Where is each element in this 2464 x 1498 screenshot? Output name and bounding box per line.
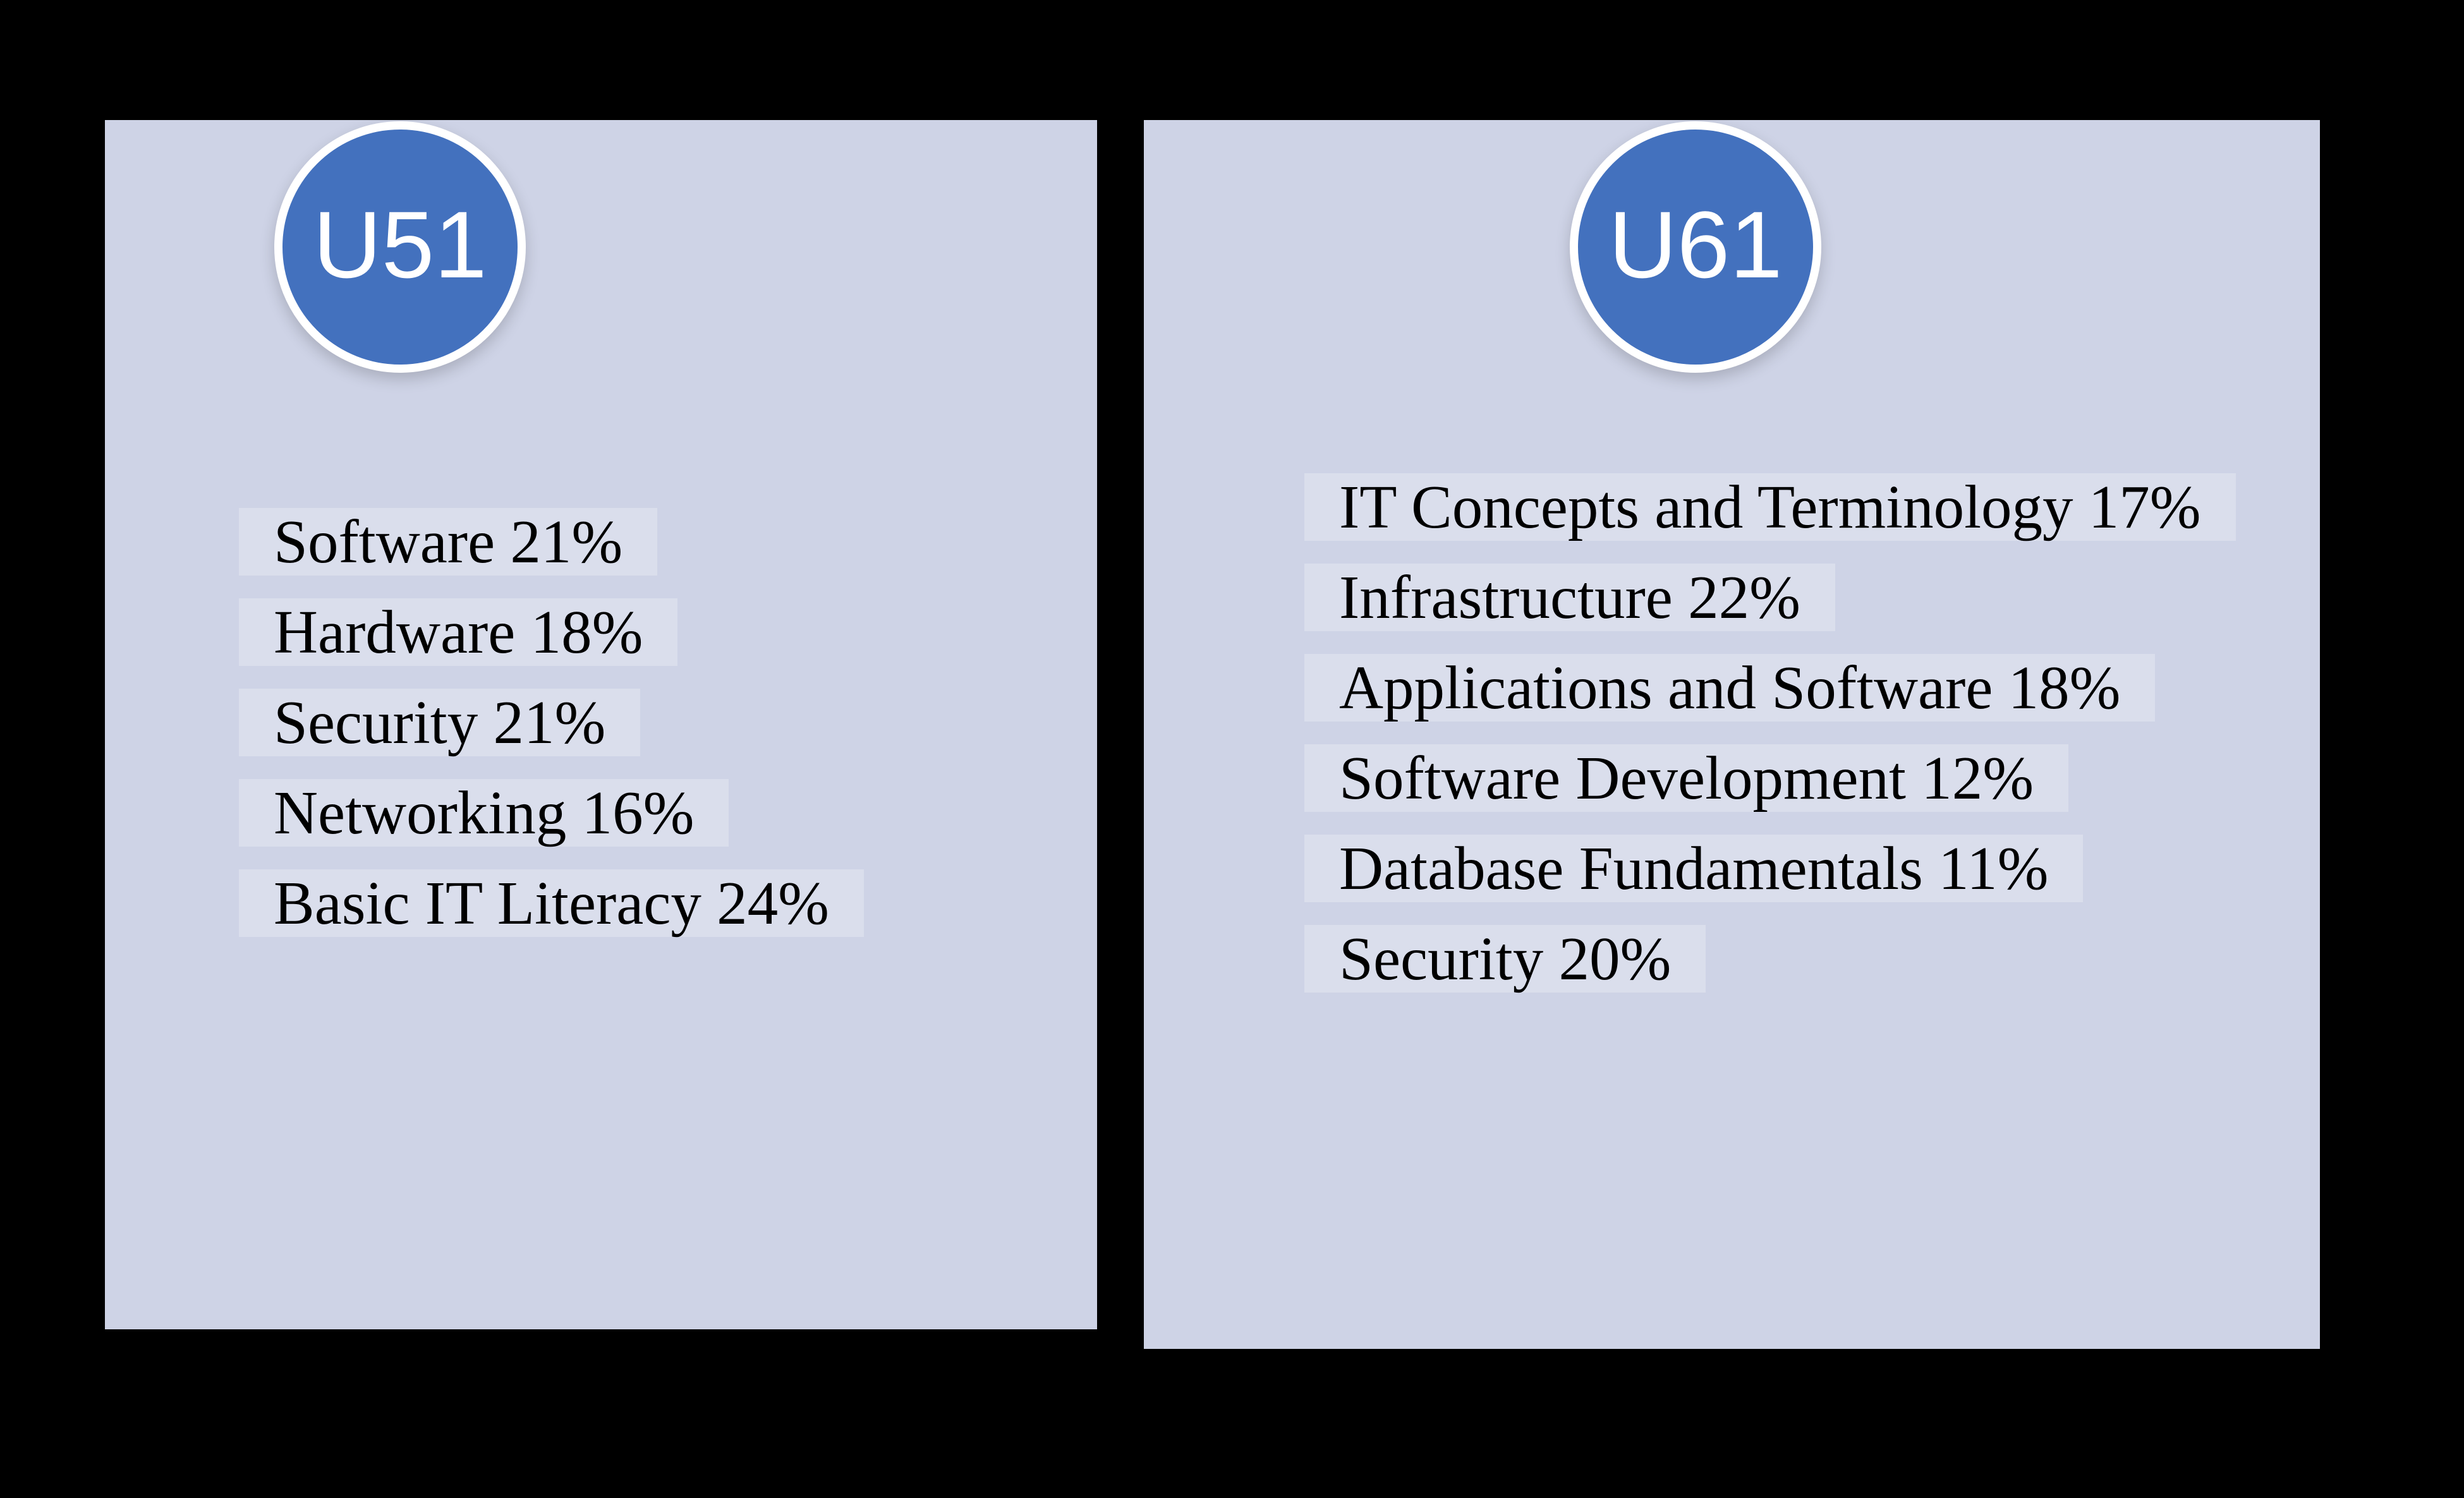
list-item: Security 21% (239, 677, 864, 768)
list-item: Security 20% (1304, 914, 2236, 1004)
badge-u61-label: U61 (1608, 191, 1783, 298)
badge-u51-circle: U51 (274, 121, 526, 373)
list-item: Basic IT Literacy 24% (239, 858, 864, 948)
list-item-text: Basic IT Literacy 24% (239, 869, 864, 937)
panel-u51: U51 Software 21% Hardware 18% Security 2… (105, 120, 1097, 1329)
list-u61: IT Concepts and Terminology 17% Infrastr… (1304, 462, 2236, 1004)
badge-u51-label: U51 (313, 191, 487, 298)
panel-u61: U61 IT Concepts and Terminology 17% Infr… (1144, 120, 2320, 1349)
list-item: Hardware 18% (239, 587, 864, 677)
list-item: Applications and Software 18% (1304, 643, 2236, 733)
list-item: Networking 16% (239, 768, 864, 858)
list-item: Infrastructure 22% (1304, 552, 2236, 643)
badge-u61-circle: U61 (1570, 121, 1821, 373)
list-item-text: Database Fundamentals 11% (1304, 835, 2084, 902)
list-u51: Software 21% Hardware 18% Security 21% N… (239, 497, 864, 948)
list-item-text: Infrastructure 22% (1304, 564, 1835, 631)
list-item: Database Fundamentals 11% (1304, 823, 2236, 914)
list-item-text: Networking 16% (239, 779, 729, 847)
list-item-text: Security 21% (239, 689, 641, 756)
list-item-text: Hardware 18% (239, 598, 678, 666)
list-item: IT Concepts and Terminology 17% (1304, 462, 2236, 552)
list-item-text: Applications and Software 18% (1304, 654, 2156, 722)
list-item: Software 21% (239, 497, 864, 587)
list-item-text: IT Concepts and Terminology 17% (1304, 473, 2236, 541)
list-item-text: Software 21% (239, 508, 658, 576)
list-item-text: Software Development 12% (1304, 744, 2069, 812)
list-item-text: Security 20% (1304, 925, 1706, 993)
list-item: Software Development 12% (1304, 733, 2236, 823)
